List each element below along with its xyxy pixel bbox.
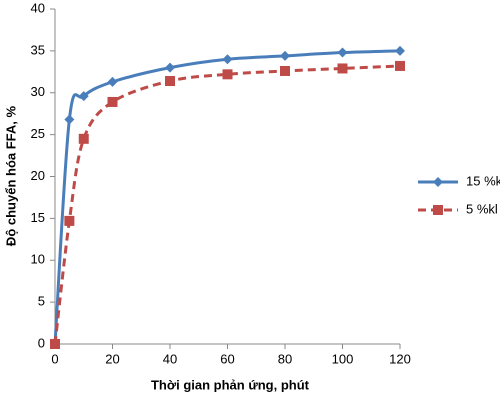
data-point [395,45,405,56]
data-point [280,65,290,76]
y-tick-label: 20 [31,168,45,183]
legend-label: 15 %kl [466,173,500,188]
y-tick-label: 25 [31,126,45,141]
y-tick-label: 35 [31,42,45,57]
legend-marker [433,177,443,187]
y-tick-label: 30 [31,84,45,99]
data-point [64,114,75,125]
x-tick-label: 40 [163,351,177,366]
data-point [165,62,175,73]
y-tick-label: 15 [31,210,45,225]
y-tick-label: 5 [38,294,45,309]
data-point [78,133,89,144]
data-point [395,60,405,71]
data-point [107,96,118,107]
legend-label: 5 %kl [466,201,498,216]
x-tick-label: 0 [51,351,58,366]
x-tick-label: 20 [105,351,119,366]
series-line [53,49,401,345]
x-tick-label: 100 [332,351,354,366]
x-tick-label: 80 [278,351,292,366]
data-point [107,76,118,87]
data-point [337,47,348,58]
x-tick-label: 60 [220,351,234,366]
series-line [53,64,401,345]
y-tick-label: 0 [38,335,45,350]
data-point [78,91,89,102]
data-point [280,50,290,61]
y-tick-label: 40 [31,0,45,15]
data-point [64,215,75,226]
data-point [222,69,233,80]
data-point [337,63,348,74]
legend-marker [433,205,443,215]
data-point [222,54,233,65]
x-axis-title: Thời gian phản ứng, phút [151,377,310,392]
y-axis-title: Độ chuyển hóa FFA, % [3,105,18,246]
y-tick-label: 10 [31,252,45,267]
data-point [165,76,175,87]
x-tick-label: 120 [389,351,411,366]
data-point [50,339,60,349]
